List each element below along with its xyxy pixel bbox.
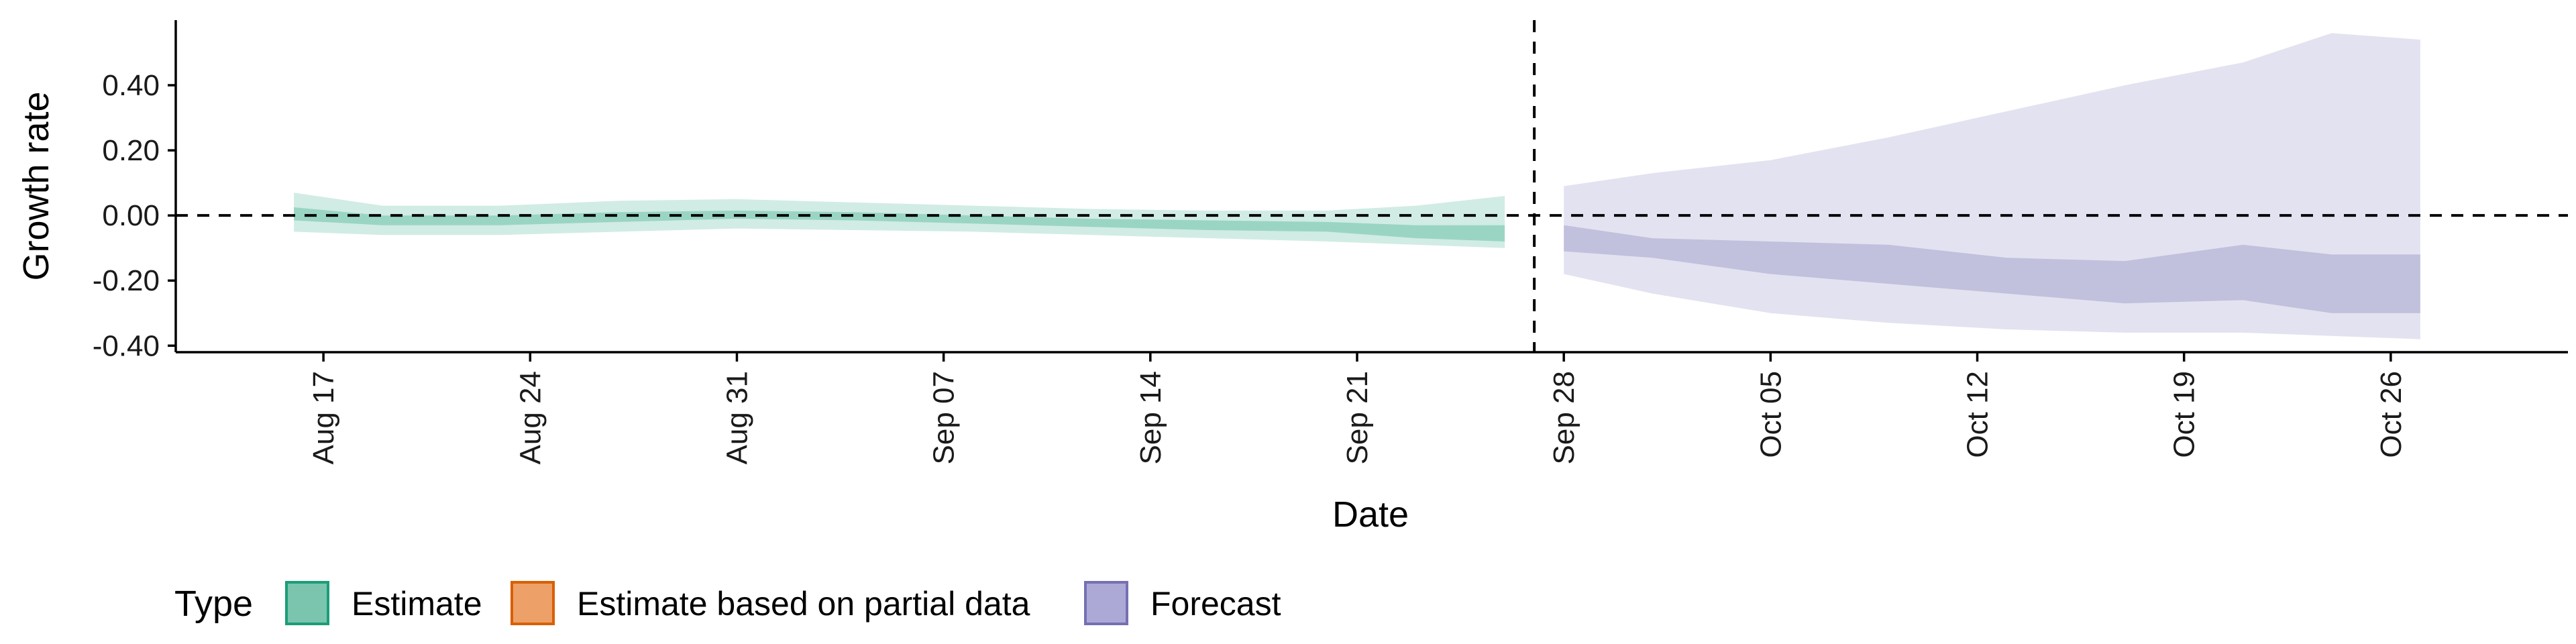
- x-tick-label: Aug 31: [720, 371, 753, 464]
- forecast-outer-band: [1564, 33, 2420, 339]
- legend-title: Type: [174, 584, 253, 624]
- plot-area: [176, 20, 2568, 352]
- estimate-inner-band: [294, 207, 1505, 241]
- x-axis-title: Date: [1332, 494, 1409, 535]
- legend-label-estimate-based-on-partial-data: Estimate based on partial data: [577, 585, 1030, 623]
- x-tick-label: Oct 19: [2168, 371, 2201, 458]
- x-tick-label: Aug 17: [307, 371, 340, 464]
- x-tick-label: Aug 24: [514, 371, 547, 464]
- x-tick-label: Sep 28: [1548, 371, 1580, 464]
- y-tick-label: 0.00: [102, 199, 160, 232]
- legend-swatch-forecast: [1084, 581, 1128, 625]
- x-tick-label: Sep 07: [928, 371, 961, 464]
- y-tick-label: -0.40: [93, 329, 160, 362]
- x-tick-label: Sep 21: [1341, 371, 1374, 464]
- forecast-inner-band: [1564, 225, 2420, 313]
- legend-label-estimate: Estimate: [352, 585, 482, 623]
- y-tick-label: -0.20: [93, 264, 160, 297]
- x-tick-label: Oct 12: [1962, 371, 1994, 458]
- axes: -0.40 -0.20 0.00 0.20 0.40 Aug 17 Aug 24 Aug 31…: [93, 20, 2568, 464]
- x-tick-label: Oct 05: [1754, 371, 1787, 458]
- legend-swatch-estimate-based-on-partial-data: [511, 581, 555, 625]
- y-axis-title: Growth rate: [16, 91, 56, 280]
- legend: Type Estimate Estimate based on partial d…: [174, 581, 1281, 625]
- x-tick-label: Sep 14: [1134, 371, 1167, 464]
- y-tick-label: 0.40: [102, 69, 160, 102]
- y-tick-label: 0.20: [102, 134, 160, 167]
- legend-label-forecast: Forecast: [1150, 585, 1281, 623]
- x-tick-label: Oct 26: [2375, 371, 2408, 458]
- legend-swatch-estimate: [285, 581, 329, 625]
- estimate-outer-band: [294, 193, 1505, 248]
